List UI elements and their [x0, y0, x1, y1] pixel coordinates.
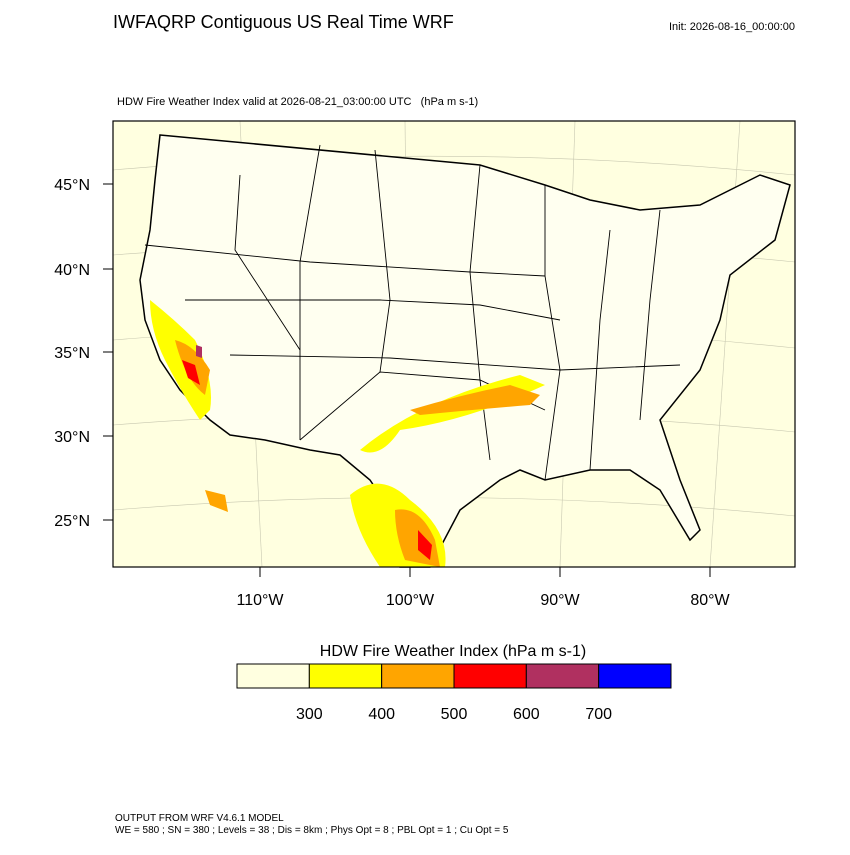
footer-line: WE = 580 ; SN = 380 ; Levels = 38 ; Dis … [115, 825, 509, 836]
fire-index-areas [150, 300, 545, 567]
fire-area [418, 530, 432, 560]
colorbar-box [598, 663, 672, 689]
colorbar-box [453, 663, 527, 689]
colorbar-tick-label: 600 [513, 706, 540, 723]
colorbar-tick-label: 400 [368, 706, 395, 723]
colorbar-tick-label: 700 [585, 706, 612, 723]
fire-area [410, 385, 540, 415]
fire-area [196, 345, 202, 358]
state-lines [144, 144, 681, 481]
lon-label: 100°W [386, 592, 435, 609]
lon-label: 80°W [690, 592, 730, 609]
colorbar-tick-label: 500 [441, 706, 468, 723]
init-time: Init: 2026-08-16_00:00:00 [669, 21, 795, 33]
map-frame [112, 120, 796, 568]
colorbar-title: HDW Fire Weather Index (hPa m s-1) [320, 643, 586, 660]
subtitle: HDW Fire Weather Index valid at 2026-08-… [117, 96, 478, 108]
lat-label: 30°N [54, 429, 90, 446]
lat-label: 25°N [54, 513, 90, 530]
colorbar-box [236, 663, 310, 689]
colorbar-box [381, 663, 455, 689]
colorbar-box [525, 663, 600, 689]
fire-area [205, 490, 228, 512]
map [112, 120, 796, 568]
colorbar-tick-label: 300 [296, 706, 323, 723]
lat-label: 45°N [54, 177, 90, 194]
title: IWFAQRP Contiguous US Real Time WRF [113, 12, 454, 32]
lon-label: 110°W [236, 592, 284, 609]
footer-line: OUTPUT FROM WRF V4.6.1 MODEL [115, 813, 284, 824]
lat-label: 40°N [54, 262, 90, 279]
colorbar: 300 400 500 600 700 [236, 663, 672, 723]
fire-area [150, 300, 211, 420]
lon-label: 90°W [540, 592, 580, 609]
colorbar-box [308, 663, 383, 689]
fire-area [182, 360, 200, 385]
axes: 45°N 40°N 35°N 30°N 25°N 110°W 100°W 90°W 80°W [54, 177, 730, 609]
lat-label: 35°N [54, 345, 90, 362]
